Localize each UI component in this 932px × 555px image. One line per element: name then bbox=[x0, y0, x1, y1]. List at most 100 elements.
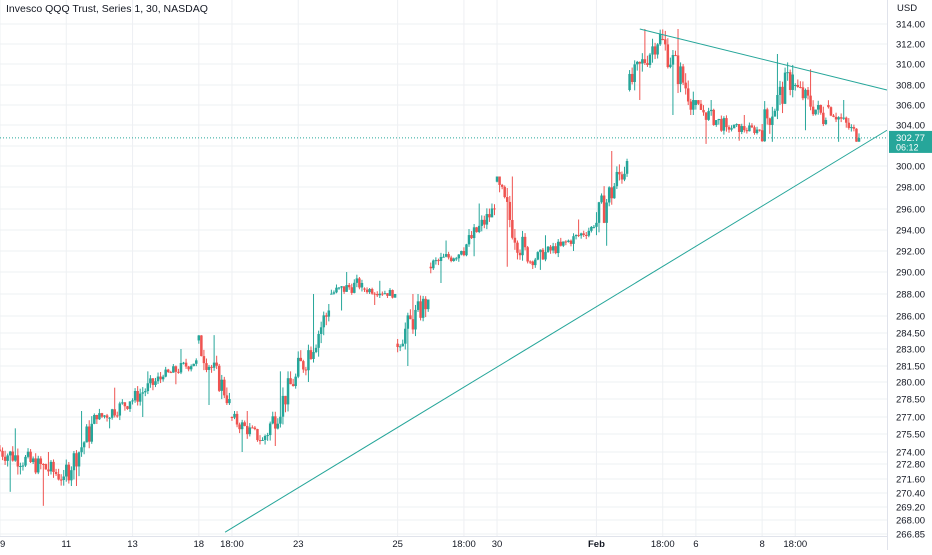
candle-body bbox=[11, 451, 14, 461]
candle-body bbox=[342, 286, 346, 292]
candle-body bbox=[39, 458, 43, 464]
candle-body bbox=[42, 463, 45, 465]
candle-body bbox=[286, 378, 290, 405]
candle-body bbox=[816, 105, 820, 110]
candle-body bbox=[414, 309, 417, 330]
candle-body bbox=[801, 87, 805, 99]
candle-body bbox=[837, 117, 840, 120]
candle-body bbox=[564, 241, 568, 243]
candle-body bbox=[353, 282, 356, 293]
candle-body bbox=[832, 115, 835, 117]
candle-body bbox=[595, 222, 598, 227]
candle-body bbox=[745, 130, 749, 132]
candle-body bbox=[243, 422, 246, 426]
price-tick-label: 275.50 bbox=[896, 430, 925, 441]
candle-body bbox=[296, 357, 300, 377]
candle-body bbox=[556, 241, 560, 254]
candle-body bbox=[154, 381, 157, 385]
candle-body bbox=[697, 100, 700, 104]
candle-body bbox=[251, 427, 254, 429]
candle-body bbox=[195, 360, 198, 364]
price-tick-label: 312.00 bbox=[896, 40, 925, 51]
candle-body bbox=[138, 393, 142, 402]
candle-body bbox=[472, 227, 476, 239]
candle-body bbox=[610, 187, 614, 199]
candle-body bbox=[460, 251, 463, 255]
candle-body bbox=[735, 124, 738, 126]
candle-body bbox=[740, 126, 743, 132]
candle-body bbox=[393, 294, 397, 298]
candle-body bbox=[707, 111, 710, 120]
price-tick-label: 272.80 bbox=[896, 460, 925, 471]
candle-body bbox=[842, 117, 845, 119]
candle-body bbox=[794, 84, 797, 86]
candle-body bbox=[396, 343, 399, 348]
candle-body bbox=[493, 208, 496, 210]
candle-body bbox=[49, 461, 53, 472]
candle-body bbox=[850, 127, 853, 129]
candle-body bbox=[852, 127, 856, 129]
candle-body bbox=[709, 109, 713, 112]
candle-body bbox=[411, 319, 415, 330]
price-tick-label: 300.00 bbox=[896, 162, 925, 173]
candle-body bbox=[534, 259, 537, 266]
candle-body bbox=[643, 59, 647, 64]
candle-body bbox=[620, 174, 624, 180]
candle-body bbox=[6, 455, 9, 461]
candle-body bbox=[136, 390, 139, 402]
candle-body bbox=[786, 72, 789, 74]
time-tick-label: 30 bbox=[492, 539, 503, 550]
candle-body bbox=[630, 73, 634, 82]
candle-body bbox=[750, 125, 754, 128]
candle-body bbox=[712, 109, 715, 125]
price-tick-label: 266.85 bbox=[896, 530, 925, 541]
candle-body bbox=[544, 252, 547, 260]
candle-body bbox=[505, 197, 509, 202]
candle-body bbox=[113, 409, 116, 416]
candle-body bbox=[804, 89, 807, 99]
candle-body bbox=[317, 333, 320, 348]
candle-body bbox=[54, 471, 58, 475]
price-tick-label: 310.00 bbox=[896, 60, 925, 71]
price-tick-label: 269.20 bbox=[896, 503, 925, 514]
candle-body bbox=[720, 118, 723, 131]
candle-body bbox=[727, 127, 731, 130]
trendline-upper bbox=[639, 28, 888, 91]
candle-body bbox=[699, 103, 703, 110]
candle-body bbox=[159, 376, 162, 380]
trendlines bbox=[224, 28, 888, 533]
candle-body bbox=[664, 39, 667, 45]
candle-body bbox=[488, 214, 491, 218]
candle-body bbox=[671, 55, 675, 65]
candle-body bbox=[755, 129, 759, 134]
candle-body bbox=[585, 234, 588, 236]
candle-body bbox=[230, 417, 234, 418]
candle-body bbox=[513, 237, 517, 243]
candle-body bbox=[694, 100, 698, 105]
candle-body bbox=[457, 254, 461, 259]
candle-body bbox=[281, 395, 285, 417]
candle-body bbox=[325, 315, 328, 317]
chart-title: Invesco QQQ Trust, Series 1, 30, NASDAQ bbox=[6, 3, 208, 15]
time-tick-label: Feb bbox=[588, 539, 605, 550]
candle-body bbox=[304, 369, 308, 371]
candle-body bbox=[587, 230, 591, 236]
candle-body bbox=[822, 112, 825, 125]
candle-body bbox=[365, 289, 369, 293]
candle-body bbox=[8, 451, 12, 456]
candle-body bbox=[641, 59, 644, 64]
candle-body bbox=[370, 289, 374, 294]
candle-body bbox=[605, 202, 608, 223]
candle-body bbox=[758, 129, 761, 131]
candle-body bbox=[266, 435, 269, 437]
time-tick-label: 8 bbox=[759, 539, 764, 550]
candle-body bbox=[406, 315, 410, 329]
candle-body bbox=[332, 292, 336, 294]
candle-body bbox=[398, 346, 402, 348]
candle-body bbox=[669, 64, 672, 68]
candle-body bbox=[65, 464, 68, 477]
candle-body bbox=[121, 402, 124, 404]
candle-body bbox=[289, 378, 292, 385]
candle-body bbox=[763, 109, 766, 142]
